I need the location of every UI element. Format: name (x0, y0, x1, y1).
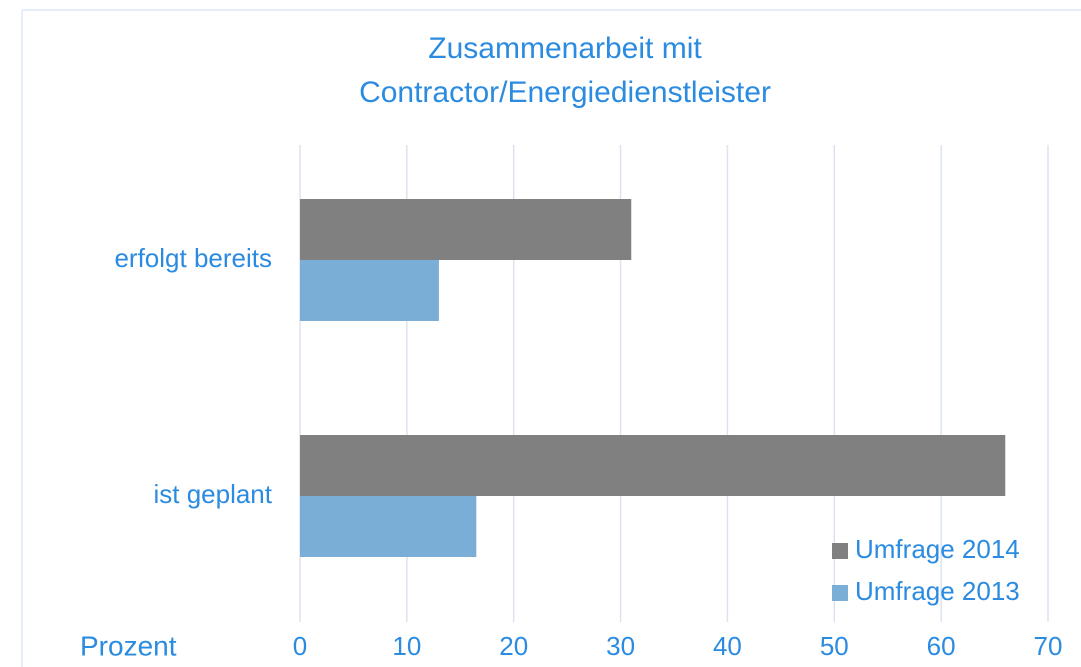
x-tick-label: 70 (1034, 631, 1063, 661)
y-tick-label: erfolgt bereits (114, 243, 272, 273)
bar (300, 199, 632, 260)
bar (300, 496, 477, 557)
bar (300, 435, 1006, 496)
chart-title: Contractor/Energiedienstleister (359, 76, 771, 109)
x-tick-label: 0 (293, 631, 307, 661)
chart-title: Zusammenarbeit mit (428, 32, 702, 65)
legend-label: Umfrage 2014 (855, 534, 1020, 564)
x-tick-label: 10 (392, 631, 421, 661)
x-axis-label: Prozent (80, 630, 177, 661)
x-tick-label: 60 (927, 631, 956, 661)
bar (300, 260, 439, 321)
legend-swatch (832, 585, 848, 601)
x-tick-label: 50 (820, 631, 849, 661)
legend-swatch (832, 543, 848, 559)
x-tick-label: 20 (499, 631, 528, 661)
x-tick-label: 30 (606, 631, 635, 661)
x-tick-label: 40 (713, 631, 742, 661)
y-tick-label: ist geplant (153, 479, 272, 509)
legend-label: Umfrage 2013 (855, 576, 1020, 606)
